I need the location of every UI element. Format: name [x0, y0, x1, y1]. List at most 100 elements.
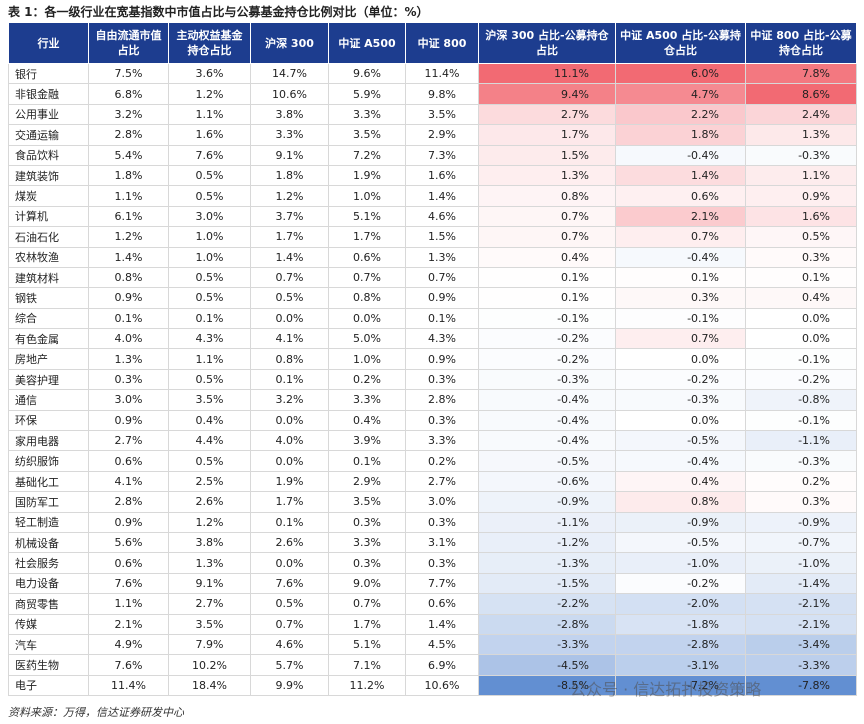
value-cell: 0.4%	[478, 246, 616, 268]
value-cell: 7.6%	[250, 572, 329, 595]
value-cell: 0.7%	[615, 328, 746, 350]
value-cell: 0.7%	[328, 266, 406, 289]
table-row: 通信 3.0% 3.5% 3.2% 3.3% 2.8% -0.4% -0.3% -0.8%	[8, 389, 857, 411]
value-cell: 0.5%	[250, 593, 329, 615]
value-cell: 7.6%	[88, 572, 169, 595]
table-row: 汽车 4.9% 7.9% 4.6% 5.1% 4.5% -3.3% -2.8% -3.4%	[8, 633, 857, 656]
value-cell: 2.5%	[168, 470, 251, 493]
value-cell: 2.6%	[168, 491, 251, 513]
value-cell: 0.7%	[478, 226, 616, 248]
value-cell: -0.1%	[478, 307, 616, 330]
value-cell: 0.8%	[250, 348, 329, 370]
value-cell: 0.7%	[328, 593, 406, 615]
value-cell: 0.8%	[615, 491, 746, 513]
table-row: 建筑装饰 1.8% 0.5% 1.8% 1.9% 1.6% 1.3% 1.4% 1.1%	[8, 164, 857, 187]
value-cell: 0.3%	[405, 409, 479, 432]
table-row: 国防军工 2.8% 2.6% 1.7% 3.5% 3.0% -0.9% 0.8% 0.3%	[8, 491, 857, 513]
value-cell: -0.2%	[745, 368, 857, 391]
value-cell: 7.6%	[88, 654, 169, 676]
value-cell: -0.4%	[615, 144, 746, 166]
value-cell: 4.3%	[168, 328, 251, 350]
value-cell: 10.6%	[250, 83, 329, 105]
value-cell: 2.8%	[88, 491, 169, 513]
industry-cell: 电力设备	[8, 572, 89, 595]
value-cell: -0.2%	[478, 348, 616, 370]
header-cell: 主动权益基金持仓占比	[168, 22, 251, 64]
value-cell: 2.8%	[405, 389, 479, 411]
value-cell: 11.4%	[88, 674, 169, 697]
table-row: 钢铁 0.9% 0.5% 0.5% 0.8% 0.9% 0.1% 0.3% 0.4%	[8, 287, 857, 309]
value-cell: 1.2%	[168, 83, 251, 105]
value-cell: 18.4%	[168, 674, 251, 697]
value-cell: -1.8%	[615, 613, 746, 635]
value-cell: 0.9%	[405, 348, 479, 370]
value-cell: -0.3%	[745, 450, 857, 472]
value-cell: 9.1%	[168, 572, 251, 595]
industry-cell: 房地产	[8, 348, 89, 370]
value-cell: -7.8%	[745, 674, 857, 697]
value-cell: 0.1%	[168, 307, 251, 330]
value-cell: 0.3%	[405, 552, 479, 574]
value-cell: 0.6%	[88, 450, 169, 472]
value-cell: 3.2%	[88, 103, 169, 126]
value-cell: 0.5%	[745, 226, 857, 248]
value-cell: -3.4%	[745, 633, 857, 656]
table-row: 计算机 6.1% 3.0% 3.7% 5.1% 4.6% 0.7% 2.1% 1.6%	[8, 205, 857, 228]
value-cell: 0.5%	[168, 368, 251, 391]
value-cell: 1.4%	[405, 613, 479, 635]
value-cell: 2.1%	[615, 205, 746, 228]
table-row: 基础化工 4.1% 2.5% 1.9% 2.9% 2.7% -0.6% 0.4% 0.2%	[8, 470, 857, 493]
value-cell: 1.5%	[478, 144, 616, 166]
value-cell: 1.7%	[250, 491, 329, 513]
value-cell: -3.1%	[615, 654, 746, 676]
value-cell: 1.3%	[745, 124, 857, 146]
industry-cell: 食品饮料	[8, 144, 89, 166]
value-cell: 0.5%	[168, 450, 251, 472]
header-cell: 行业	[8, 22, 89, 64]
value-cell: 1.8%	[88, 164, 169, 187]
industry-cell: 非银金融	[8, 83, 89, 105]
value-cell: -3.3%	[745, 654, 857, 676]
value-cell: -0.3%	[615, 389, 746, 411]
value-cell: 2.9%	[405, 124, 479, 146]
value-cell: 0.0%	[250, 409, 329, 432]
value-cell: 0.3%	[615, 287, 746, 309]
value-cell: 2.7%	[88, 430, 169, 452]
value-cell: 11.1%	[478, 62, 616, 85]
value-cell: 0.5%	[168, 266, 251, 289]
value-cell: -0.2%	[615, 368, 746, 391]
value-cell: 4.5%	[405, 633, 479, 656]
value-cell: 2.8%	[88, 124, 169, 146]
value-cell: 0.1%	[478, 266, 616, 289]
value-cell: -0.4%	[478, 409, 616, 432]
value-cell: 0.2%	[405, 450, 479, 472]
value-cell: 2.2%	[615, 103, 746, 126]
value-cell: 0.3%	[328, 552, 406, 574]
value-cell: -0.7%	[745, 531, 857, 554]
value-cell: 0.4%	[745, 287, 857, 309]
table-row: 电力设备 7.6% 9.1% 7.6% 9.0% 7.7% -1.5% -0.2% -1.4%	[8, 572, 857, 595]
value-cell: 1.4%	[88, 246, 169, 268]
value-cell: 3.3%	[328, 531, 406, 554]
value-cell: 2.4%	[745, 103, 857, 126]
table-row: 轻工制造 0.9% 1.2% 0.1% 0.3% 0.3% -1.1% -0.9% -0.9%	[8, 511, 857, 533]
value-cell: 4.7%	[615, 83, 746, 105]
value-cell: -0.3%	[478, 368, 616, 391]
value-cell: -0.4%	[615, 246, 746, 268]
value-cell: 1.4%	[615, 164, 746, 187]
value-cell: 4.1%	[250, 328, 329, 350]
table-row: 电子 11.4% 18.4% 9.9% 11.2% 10.6% -8.5% -7.2% -7.8…	[8, 674, 857, 697]
value-cell: 7.3%	[405, 144, 479, 166]
table-row: 商贸零售 1.1% 2.7% 0.5% 0.7% 0.6% -2.2% -2.0% -2.1%	[8, 593, 857, 615]
value-cell: 14.7%	[250, 62, 329, 85]
value-cell: 4.3%	[405, 328, 479, 350]
value-cell: -0.5%	[615, 531, 746, 554]
table-row: 银行 7.5% 3.6% 14.7% 9.6% 11.4% 11.1% 6.0% 7.8%	[8, 62, 857, 85]
value-cell: 1.3%	[88, 348, 169, 370]
value-cell: 2.6%	[250, 531, 329, 554]
value-cell: -0.1%	[745, 348, 857, 370]
value-cell: -0.1%	[615, 307, 746, 330]
value-cell: -2.0%	[615, 593, 746, 615]
industry-cell: 公用事业	[8, 103, 89, 126]
value-cell: 9.9%	[250, 674, 329, 697]
